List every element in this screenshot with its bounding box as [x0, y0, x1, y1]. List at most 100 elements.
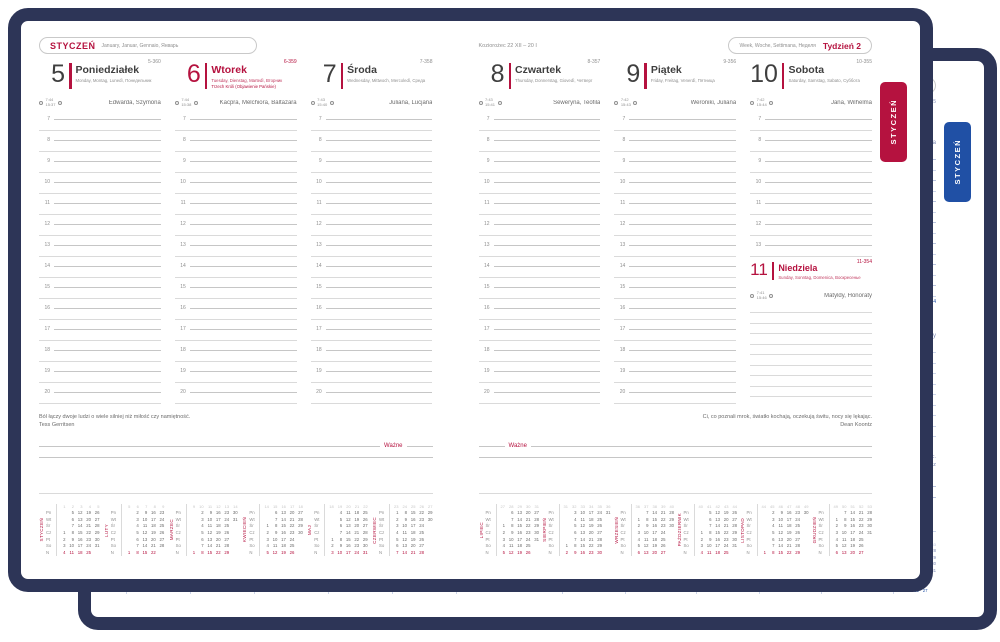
day-name: Niedziela — [778, 263, 818, 273]
day-header: 5-360 5 Poniedziałek Monday, Montag, Lun… — [39, 59, 161, 95]
hour-line: 14 — [479, 259, 601, 270]
day-column-saturday-sunday: 10-355 10 Sobota Saturday, Samstag, Saba… — [750, 59, 872, 406]
hour-line: 12 — [614, 217, 737, 228]
hour-line: 19 — [311, 364, 433, 375]
note-line — [750, 389, 872, 400]
hour-grid: 7 8 9 10 11 12 13 — [750, 112, 872, 259]
hour-line: 8 — [614, 133, 737, 144]
hour-line: 15 — [311, 280, 433, 291]
sunset-time: 15:37 — [45, 101, 56, 107]
hour-line: 9 — [750, 154, 872, 165]
hour-line: 13 — [750, 238, 872, 249]
half-hour-line — [174, 291, 297, 302]
half-hour-line — [174, 144, 297, 155]
hour-line: 11 — [39, 196, 161, 207]
sunrise-icon — [614, 100, 619, 105]
sunrise-time: 7:44 — [181, 96, 190, 102]
note-line — [750, 316, 872, 327]
hour-line: 12 — [479, 217, 601, 228]
day-accent-bar — [771, 262, 775, 280]
half-hour-line — [478, 249, 601, 260]
namedays: Seweryna, Teofila — [553, 99, 601, 106]
sunset-icon — [193, 100, 198, 105]
hour-grid: 7 8 9 10 11 12 13 14 15 16 17 18 19 20 — [310, 112, 433, 406]
hour-line: 20 — [175, 385, 297, 396]
sunrise-icon — [750, 100, 755, 105]
important-label: Ważne — [508, 443, 527, 449]
sunset-icon — [769, 293, 774, 298]
half-hour-line — [310, 165, 433, 176]
half-hour-line — [614, 312, 737, 323]
half-hour-line — [174, 333, 297, 344]
sunrise-time: 7:42 — [756, 96, 765, 102]
sunset-time: 15:43 — [620, 101, 631, 107]
hour-line: 11 — [614, 196, 737, 207]
half-hour-line — [478, 123, 601, 134]
notes-zone: Ważne — [478, 438, 872, 460]
half-hour-line — [614, 270, 737, 281]
half-hour-line — [174, 186, 297, 197]
hour-line: 20 — [311, 385, 433, 396]
day-column-tuesday-holiday: 6-359 6 Wtorek Tuesday, Dienstag, Marted… — [174, 59, 297, 406]
hour-line: 16 — [614, 301, 737, 312]
front-spread-burgundy-edition: STYCZEŃ January, Januar, Gennaio, Январь… — [8, 8, 933, 592]
diary-spread: STYCZEŃ January, Januar, Gennaio, Январь… — [21, 21, 920, 579]
half-hour-line — [39, 249, 161, 260]
half-hour-line — [310, 249, 433, 260]
hour-line: 10 — [750, 175, 872, 186]
hour-line: 16 — [479, 301, 601, 312]
important-label: Ważne — [384, 443, 403, 449]
half-hour-line — [478, 186, 601, 197]
sunrise-time: 7:43 — [317, 96, 325, 102]
day-name: Sobota — [788, 64, 825, 76]
sunset-time: 15:40 — [317, 101, 328, 107]
hour-line: 9 — [175, 154, 297, 165]
hour-line: 18 — [39, 343, 161, 354]
day-languages: Monday, Montag, Lunedì, Понедельник — [75, 77, 152, 83]
day-header: 8-357 8 Czwartek Thursday, Donnerstag, G… — [479, 59, 600, 95]
hour-line: 8 — [39, 133, 161, 144]
half-hour-line — [310, 270, 433, 281]
day-name: Środa — [347, 64, 377, 76]
day-of-year-code: 9-356 — [723, 59, 737, 65]
half-hour-line — [614, 333, 737, 344]
embedded-sunday-header: 11-354 11 Niedziela Sunday, Sonntag, Dom… — [750, 259, 872, 288]
right-page-header: Koziorożec 22 XII – 20 I Week, Woche, Se… — [479, 36, 872, 55]
day-name: Czwartek — [515, 64, 562, 76]
hour-line: 7 — [39, 112, 161, 123]
month-languages: January, Januar, Gennaio, Январь — [101, 42, 179, 49]
sunset-time: 15:46 — [756, 294, 767, 300]
hour-line: 7 — [750, 112, 872, 123]
half-hour-line — [750, 123, 872, 134]
day-accent-bar — [340, 63, 344, 89]
day-of-year-code: 10-355 — [856, 59, 872, 65]
half-hour-line — [174, 312, 297, 323]
sunrise-icon — [174, 100, 179, 105]
half-hour-line — [478, 396, 601, 407]
hour-line: 14 — [39, 259, 161, 270]
right-day-columns: 8-357 8 Czwartek Thursday, Donnerstag, G… — [478, 59, 873, 407]
day-header: 10-355 10 Sobota Saturday, Samstag, Saba… — [750, 59, 872, 95]
hour-line: 17 — [175, 322, 297, 333]
hour-line: 17 — [39, 322, 161, 333]
hour-line: 16 — [311, 301, 433, 312]
day-name: Poniedziałek — [75, 64, 140, 76]
sunset-time: 15:41 — [485, 101, 496, 107]
half-hour-line — [310, 333, 433, 344]
half-hour-line — [39, 375, 161, 386]
